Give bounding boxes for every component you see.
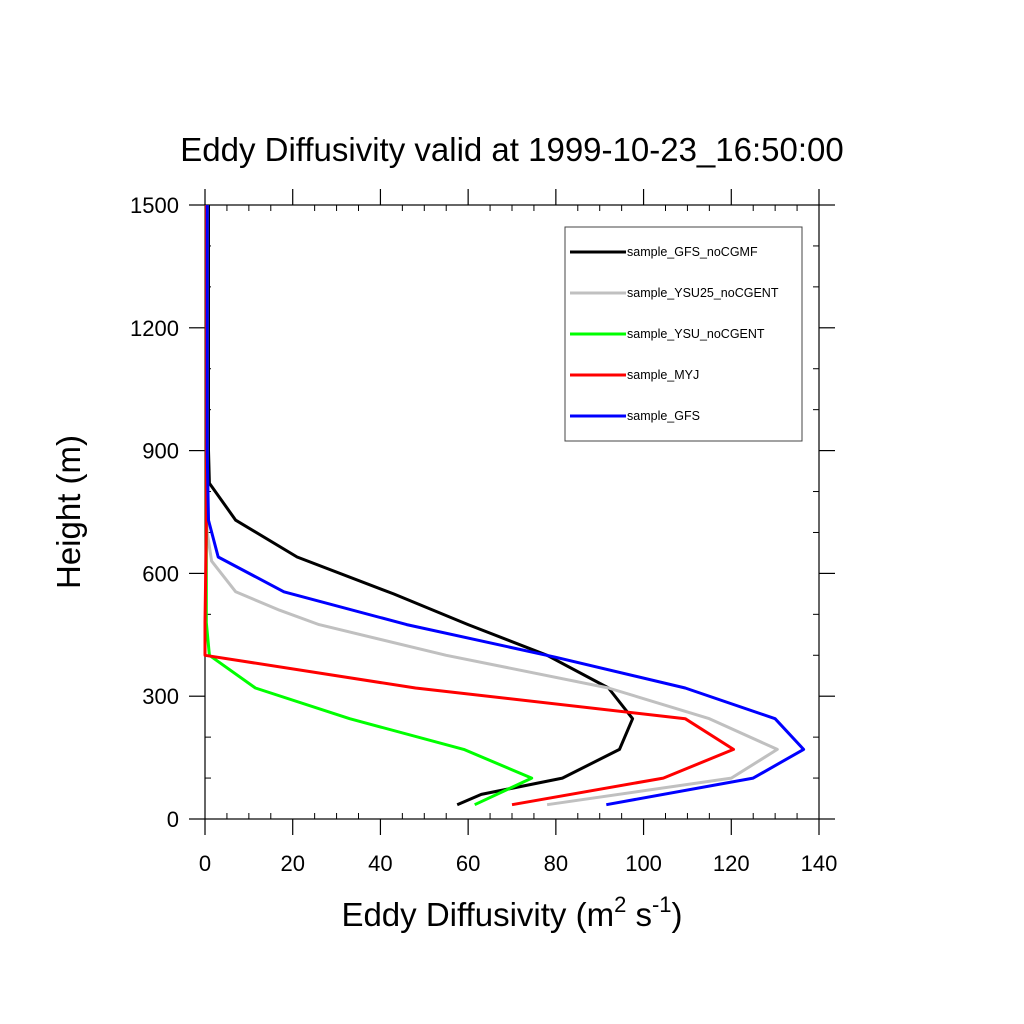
y-tick-labels: 0 300 600 900 1200 1500 bbox=[130, 193, 179, 832]
x-tick-label: 40 bbox=[368, 851, 392, 876]
series-lines bbox=[203, 205, 806, 807]
x-axis-title-sup1: 2 bbox=[614, 892, 626, 917]
x-axis-title-end: ) bbox=[672, 896, 683, 933]
plot-area: 0 20 40 60 80 100 120 140 0 300 600 900 1200 1500 bbox=[130, 189, 837, 876]
legend: sample_GFS_noCGMF sample_YSU25_noCGENTsam… bbox=[564, 226, 803, 442]
x-tick-label: 120 bbox=[713, 851, 750, 876]
axis-ticks bbox=[189, 189, 835, 835]
y-tick-label: 1200 bbox=[130, 316, 179, 341]
y-tick-label: 600 bbox=[142, 561, 179, 586]
legend-label: sample_GFS bbox=[627, 409, 700, 423]
x-axis-title-mid: s bbox=[626, 896, 652, 933]
y-tick-label: 300 bbox=[142, 684, 179, 709]
x-tick-label: 100 bbox=[625, 851, 662, 876]
x-axis-title-base: Eddy Diffusivity (m bbox=[341, 896, 614, 933]
legend-label: sample_YSU25_noCGENT bbox=[627, 286, 779, 300]
chart-title: Eddy Diffusivity valid at 1999-10-23_16:… bbox=[180, 131, 843, 168]
x-axis-title: Eddy Diffusivity (m2 s-1) bbox=[341, 892, 682, 933]
x-tick-label: 80 bbox=[544, 851, 568, 876]
series-line-sample-gfs bbox=[205, 205, 806, 807]
series-line-sample-ysu-nocgent bbox=[204, 205, 534, 807]
x-tick-label: 60 bbox=[456, 851, 480, 876]
y-tick-label: 1500 bbox=[130, 193, 179, 218]
legend-items: sample_GFS_noCGMF sample_YSU25_noCGENTsam… bbox=[570, 245, 779, 423]
x-tick-label: 140 bbox=[801, 851, 838, 876]
y-tick-label: 900 bbox=[142, 439, 179, 464]
legend-label: sample_YSU_noCGENT bbox=[627, 327, 765, 341]
x-tick-label: 0 bbox=[199, 851, 211, 876]
y-tick-label: 0 bbox=[167, 807, 179, 832]
x-tick-label: 20 bbox=[280, 851, 304, 876]
x-axis-title-sup2: -1 bbox=[652, 892, 672, 917]
legend-label: sample_MYJ bbox=[627, 368, 699, 382]
x-tick-labels: 0 20 40 60 80 100 120 140 bbox=[199, 851, 837, 876]
y-axis-title: Height (m) bbox=[50, 435, 87, 589]
legend-label: sample_GFS_noCGMF bbox=[627, 245, 758, 259]
